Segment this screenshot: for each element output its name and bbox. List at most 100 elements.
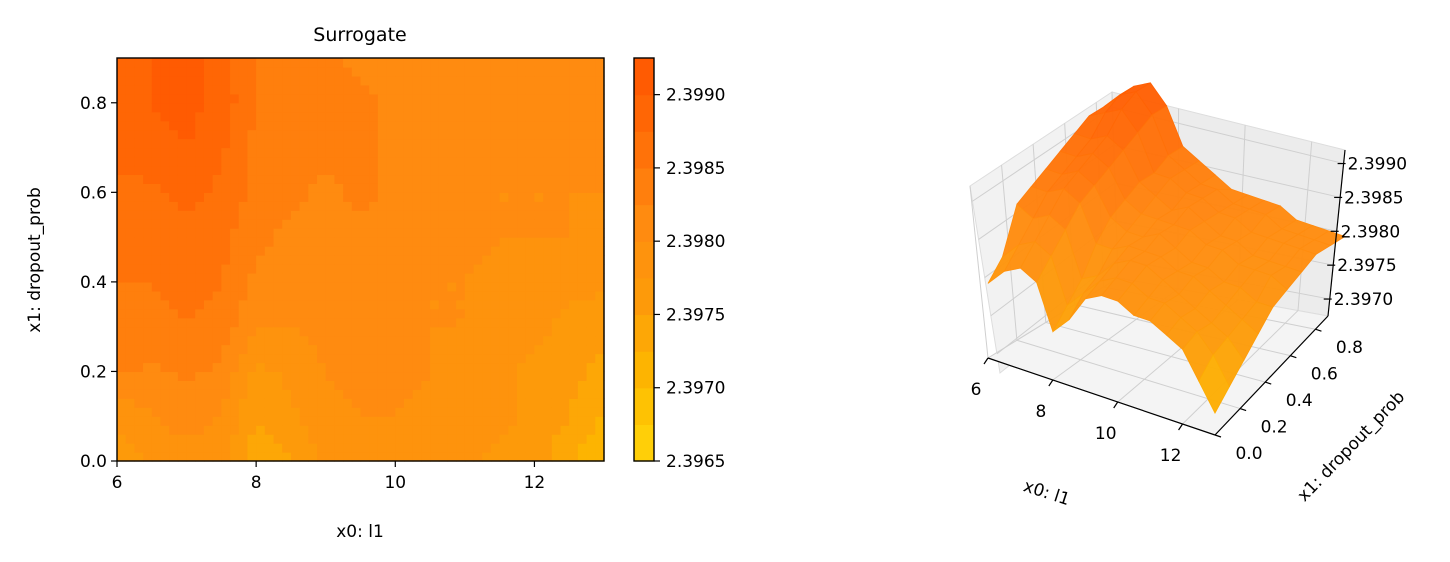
contour-cell <box>551 58 562 68</box>
contour-cell <box>473 335 483 346</box>
contour-cell <box>386 299 396 310</box>
contour-cell <box>377 93 388 104</box>
contour-cell <box>447 120 457 131</box>
contour-cell <box>203 129 214 140</box>
contour-cell <box>482 255 492 265</box>
contour-cell <box>290 102 301 113</box>
contour-cell <box>177 443 188 453</box>
contour-cell <box>212 102 222 113</box>
contour-cell <box>551 183 562 193</box>
contour-cell <box>577 102 588 113</box>
contour-cell <box>186 308 196 319</box>
contour-cell <box>595 147 605 158</box>
contour-cell <box>247 192 257 202</box>
contour-cell <box>160 102 170 113</box>
contour-cell <box>230 290 240 301</box>
contour-cell <box>299 228 309 238</box>
contour-cell <box>577 434 588 444</box>
contour-cell <box>473 138 483 149</box>
contour-cell <box>177 272 188 283</box>
contour-cell <box>456 165 466 176</box>
contour-cell <box>403 111 414 122</box>
contour-cell <box>369 219 379 229</box>
contour-cell <box>282 362 292 373</box>
contour-cell <box>238 344 249 355</box>
contour-cell <box>447 335 457 346</box>
contour-cell <box>317 407 327 417</box>
contour-cell <box>299 237 309 247</box>
contour-cell <box>221 129 231 140</box>
contour-cell <box>212 335 222 346</box>
contour-cell <box>169 272 179 283</box>
contour-cell <box>317 210 327 220</box>
contour-cell <box>299 93 309 104</box>
contour-cell <box>134 263 144 274</box>
contour-cell <box>456 389 466 399</box>
contour-cell <box>534 147 544 158</box>
contour-cell <box>160 246 170 256</box>
contour-cell <box>143 434 153 444</box>
contour-cell <box>212 398 222 408</box>
contour-cell <box>525 111 536 122</box>
contour-cell <box>473 317 483 328</box>
contour-cell <box>212 308 222 319</box>
contour-cell <box>438 210 449 220</box>
contour-cell <box>238 389 249 399</box>
contour-cell <box>247 219 257 229</box>
contour-cell <box>203 183 214 193</box>
contour-cell <box>203 84 214 95</box>
contour-cell <box>177 317 188 328</box>
contour-cell <box>151 380 162 390</box>
contour-cell <box>438 120 449 131</box>
contour-cell <box>325 138 336 149</box>
contour-cell <box>421 443 431 453</box>
contour-cell <box>195 201 205 211</box>
contour-cell <box>386 443 396 453</box>
contour-cell <box>508 308 518 319</box>
contour-cell <box>203 326 214 337</box>
contour-cell <box>343 129 353 140</box>
contour-cell <box>464 183 475 193</box>
contour-cell <box>134 407 144 417</box>
contour-cell <box>264 389 275 399</box>
contour-cell <box>482 398 492 408</box>
contour-cell <box>117 353 127 364</box>
contour-cell <box>117 165 127 176</box>
contour-cell <box>221 84 231 95</box>
contour-cell <box>403 371 414 381</box>
contour-cell <box>386 281 396 292</box>
contour-cell <box>290 174 301 184</box>
contour-cell <box>517 407 527 417</box>
contour-cell <box>569 58 579 68</box>
contour-cell <box>499 75 509 86</box>
contour-cell <box>151 246 162 256</box>
contour-cell <box>247 165 257 176</box>
contour-cell <box>456 326 466 337</box>
contour-cell <box>143 174 153 184</box>
contour-cell <box>299 344 309 355</box>
contour-cell <box>203 138 214 149</box>
contour-cell <box>230 443 240 453</box>
contour-cell <box>177 353 188 364</box>
contour-cell <box>169 263 179 274</box>
contour-cell <box>421 75 431 86</box>
contour-cell <box>238 120 249 131</box>
contour-cell <box>447 129 457 140</box>
contour-cell <box>195 58 205 68</box>
contour-cell <box>560 290 570 301</box>
contour-cell <box>282 156 292 167</box>
contour-cell <box>412 129 422 140</box>
contour-cell <box>595 102 605 113</box>
contour-cell <box>586 174 596 184</box>
contour-cell <box>560 192 570 202</box>
contour-cell <box>412 201 422 211</box>
contour-cell <box>151 263 162 274</box>
contour-cell <box>464 255 475 265</box>
contour-cell <box>160 263 170 274</box>
contour-cell <box>517 58 527 68</box>
contour-cell <box>456 407 466 417</box>
contour-cell <box>395 398 405 408</box>
contour-cell <box>360 452 370 462</box>
contour-cell <box>525 452 536 462</box>
contour-cell <box>290 290 301 301</box>
